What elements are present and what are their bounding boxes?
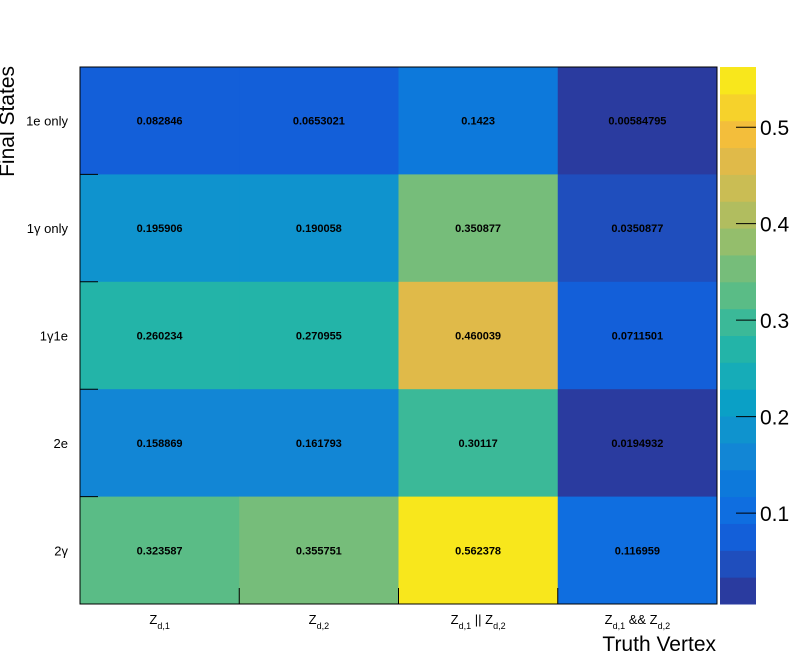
cell-value-label: 0.270955 xyxy=(296,331,342,343)
x-tick-main: Z xyxy=(451,612,459,627)
x-tick-label: Zd,1 xyxy=(149,612,169,631)
colorbar-tick-label: 0.2 xyxy=(760,407,789,430)
colorbar-band xyxy=(720,93,756,122)
heatmap-cell xyxy=(80,389,240,498)
x-tick-subscript: d,2 xyxy=(493,621,506,631)
x-tick-subscript: d,2 xyxy=(658,621,671,631)
colorbar-band xyxy=(720,120,756,149)
heatmap-cell xyxy=(80,67,240,175)
cell-value-label: 0.00584795 xyxy=(608,116,666,128)
colorbar-tick-label: 0.4 xyxy=(760,214,790,237)
y-tick-label: 2γ xyxy=(54,543,68,558)
heatmap-cell xyxy=(398,281,559,390)
x-tick-subscript: d,1 xyxy=(459,621,472,631)
y-tick-label: 1e only xyxy=(26,114,68,129)
x-tick-operator: && Z xyxy=(625,612,658,627)
colorbar-band xyxy=(720,362,756,390)
heatmap-cells xyxy=(80,67,718,605)
heatmap-cell-labels: 0.082846 0.0653021 0.1423 0.00584795 0.19590… xyxy=(137,116,667,558)
heatmap-cell xyxy=(557,281,718,390)
heatmap-cell xyxy=(80,174,240,283)
y-axis-title: Final States xyxy=(0,66,19,177)
cell-value-label: 0.158869 xyxy=(137,438,183,450)
y-tick-label: 2e xyxy=(54,436,68,451)
cell-value-label: 0.190058 xyxy=(296,223,342,235)
colorbar-tick-label: 0.3 xyxy=(760,310,789,333)
heatmap-cell xyxy=(398,174,559,283)
heatmap-cell xyxy=(398,389,559,498)
colorbar-band xyxy=(720,416,756,444)
x-tick-label: Zd,2 xyxy=(309,612,329,631)
y-axis-ticks: 1e only 1γ only 1γ1e 2e 2γ xyxy=(26,66,98,605)
colorbar-band xyxy=(720,67,756,95)
x-tick-subscript: d,2 xyxy=(317,621,330,631)
colorbar-band xyxy=(720,228,756,256)
heatmap-cell xyxy=(239,389,399,498)
colorbar-band xyxy=(720,174,756,202)
cell-value-label: 0.260234 xyxy=(137,331,184,343)
heatmap-cell xyxy=(239,281,399,390)
colorbar-band xyxy=(720,577,756,605)
x-tick-main: Z xyxy=(309,612,317,627)
colorbar-band xyxy=(720,335,756,363)
heatmap-cell xyxy=(557,174,718,283)
x-axis-ticks: Zd,1 Zd,2 Zd,1 || Zd,2 Zd,1 && Zd,2 xyxy=(149,588,670,631)
x-tick-label: Zd,1 || Zd,2 xyxy=(451,612,506,631)
cell-value-label: 0.1423 xyxy=(461,116,495,128)
colorbar-band xyxy=(720,201,756,229)
colorbar-band xyxy=(720,147,756,175)
cell-value-label: 0.116959 xyxy=(615,545,660,557)
heatmap-cell xyxy=(80,496,240,605)
x-tick-main: Z xyxy=(149,612,157,627)
heatmap-cell xyxy=(239,174,399,283)
cell-value-label: 0.0653021 xyxy=(293,116,345,128)
heatmap-cell xyxy=(557,389,718,498)
heatmap-cell xyxy=(398,67,559,175)
colorbar-band xyxy=(720,496,756,524)
colorbar-band xyxy=(720,469,756,498)
heatmap-cell xyxy=(557,67,718,175)
cell-value-label: 0.0711501 xyxy=(612,331,663,343)
colorbar-tick-label: 0.1 xyxy=(760,503,789,526)
colorbar-band xyxy=(720,308,756,336)
cell-value-label: 0.323587 xyxy=(137,545,183,557)
x-tick-operator: || Z xyxy=(471,612,493,627)
cell-value-label: 0.562378 xyxy=(455,545,501,557)
x-tick-label: Zd,1 && Zd,2 xyxy=(605,612,671,631)
colorbar-band xyxy=(720,550,756,578)
colorbar-band xyxy=(720,523,756,551)
y-tick-label: 1γ1e xyxy=(40,329,68,344)
heatmap-cell xyxy=(80,281,240,390)
cell-value-label: 0.082846 xyxy=(137,116,183,128)
x-tick-subscript: d,1 xyxy=(157,621,170,631)
y-tick-label: 1γ only xyxy=(27,221,69,236)
cell-value-label: 0.355751 xyxy=(296,545,342,557)
colorbar-tick-label: 0.5 xyxy=(760,117,789,140)
cell-value-label: 0.460039 xyxy=(455,331,501,343)
colorbar-band xyxy=(720,281,756,310)
x-tick-main: Z xyxy=(605,612,613,627)
cell-value-label: 0.30117 xyxy=(459,438,498,450)
cell-value-label: 0.161793 xyxy=(296,438,342,450)
cell-value-label: 0.350877 xyxy=(455,223,501,235)
cell-value-label: 0.0350877 xyxy=(611,223,663,235)
colorbar-band xyxy=(720,389,756,417)
cell-value-label: 0.195906 xyxy=(137,223,183,235)
heatmap-cell xyxy=(557,496,718,605)
heatmap-cell xyxy=(239,67,399,175)
colorbar-band xyxy=(720,442,756,471)
colorbar-band xyxy=(720,254,756,283)
heatmap-cell xyxy=(398,496,559,605)
cell-value-label: 0.0194932 xyxy=(611,438,663,450)
x-tick-subscript: d,1 xyxy=(613,621,626,631)
heatmap-cell xyxy=(239,496,399,605)
colorbar: 0.1 0.2 0.3 0.4 0.5 xyxy=(720,67,790,605)
x-axis-title: Truth Vertex xyxy=(602,633,716,656)
